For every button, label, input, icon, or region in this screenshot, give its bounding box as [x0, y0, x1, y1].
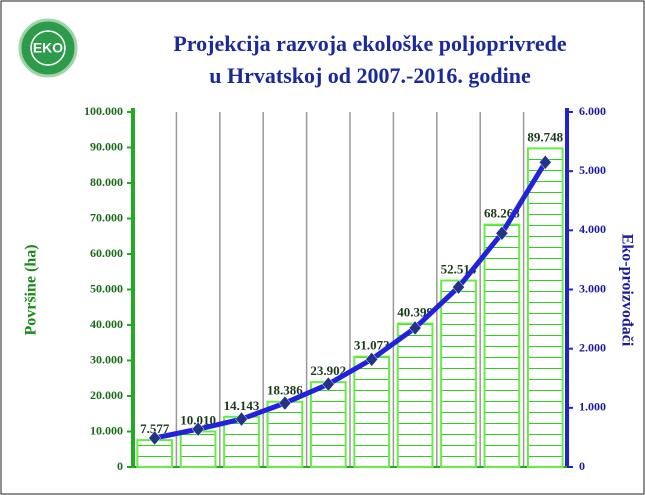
- y-tick-label: 50.000: [90, 281, 123, 295]
- line-marker: [278, 395, 292, 411]
- line-marker: [148, 430, 162, 446]
- y-tick-label: 30.000: [90, 352, 123, 366]
- y-tick-label: 40.000: [90, 317, 123, 331]
- bar-value-label: 89.748: [527, 129, 563, 144]
- bar: [526, 147, 564, 468]
- y2-tick-label: 5.000: [579, 163, 606, 177]
- y-tick-label: 90.000: [90, 139, 123, 153]
- bar: [396, 322, 434, 468]
- line-marker: [191, 421, 205, 437]
- line-marker: [365, 351, 379, 367]
- bar-value-label: 7.577: [140, 421, 170, 436]
- y2-tick-label: 0: [579, 459, 585, 473]
- y2-tick-label: 2.000: [579, 340, 606, 354]
- y-axis-label: Površine (ha): [23, 244, 40, 335]
- bar: [309, 381, 347, 468]
- line-marker: [235, 411, 248, 427]
- y2-tick-label: 1.000: [579, 400, 606, 414]
- y-tick-label: 10.000: [90, 423, 123, 437]
- logo-text: EKO: [33, 40, 63, 56]
- chart-title: u Hrvatskoj od 2007.-2016. godine: [209, 63, 531, 88]
- y-tick-label: 20.000: [90, 388, 123, 402]
- y2-tick-label: 4.000: [579, 222, 606, 236]
- y2-tick-label: 3.000: [579, 281, 606, 295]
- y-tick-label: 70.000: [90, 210, 123, 224]
- bar: [179, 430, 217, 469]
- y2-axis-label: Eko-proizvođači: [618, 234, 635, 347]
- bar-value-label: 14.143: [224, 398, 260, 413]
- line: [154, 160, 548, 441]
- bar-value-label: 31.073: [354, 338, 390, 353]
- line-marker: [452, 279, 465, 295]
- bar-value-label: 18.386: [267, 383, 303, 398]
- bar-value-label: 10.010: [180, 412, 216, 427]
- chart-title: Projekcija razvoja ekološke poljoprivred…: [173, 31, 567, 56]
- logo: EKO: [18, 18, 78, 78]
- y-tick-label: 60.000: [90, 246, 123, 260]
- bar: [266, 400, 304, 469]
- y-tick-label: 0: [117, 459, 123, 473]
- line-marker: [408, 320, 422, 336]
- y2-tick-label: 6.000: [579, 104, 606, 118]
- line-marker: [538, 154, 552, 170]
- bar-value-label: 23.902: [310, 363, 346, 378]
- bar: [483, 223, 521, 468]
- y-tick-label: 100.000: [84, 104, 123, 118]
- line-marker: [495, 225, 509, 241]
- bar: [440, 279, 477, 468]
- line-marker: [321, 376, 335, 392]
- bar: [353, 355, 391, 469]
- y-tick-label: 80.000: [90, 175, 123, 189]
